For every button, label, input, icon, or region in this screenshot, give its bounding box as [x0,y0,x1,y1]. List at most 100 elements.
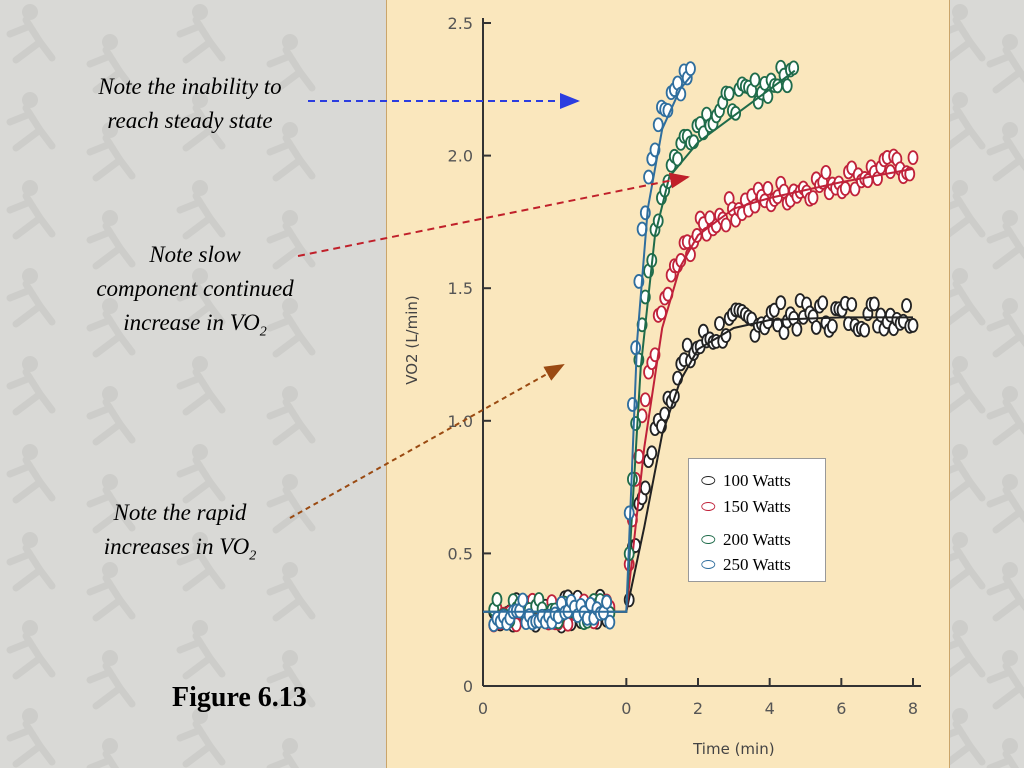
legend-label-100: 100 Watts [723,471,791,490]
data-point [646,445,658,461]
athlete-silhouette-icon [176,444,226,504]
data-point [849,181,861,197]
legend-marker-icon: ⬭ [701,530,716,549]
athlete-silhouette-icon [986,738,1020,768]
athlete-silhouette-icon [6,532,56,592]
athlete-silhouette-icon [86,386,136,446]
athlete-silhouette-icon [266,386,316,446]
y-tick-label: 0 [463,677,473,696]
chart-panel: 0 0.5 1.0 1.5 2.0 2.5 0 0 2 4 6 8 Time (min) VO2 (L/m… [386,0,950,768]
athlete-silhouette-icon [936,708,986,768]
data-point [601,594,613,610]
x-tick-label: 0 [478,699,488,718]
athlete-silhouette-icon [176,92,226,152]
legend-item-250: ⬭ 250 Watts [701,555,791,577]
note-steady-line-2: reach steady state [107,108,273,133]
series-w250 [483,61,696,633]
data-point [810,320,822,335]
note-rapid-line-1: Note the rapid [113,500,247,525]
athlete-silhouette-icon [266,122,316,182]
data-point [685,61,696,77]
athlete-silhouette-icon [176,620,226,680]
data-point [901,298,912,313]
data-point [517,592,529,608]
data-point [846,297,858,312]
data-point [639,392,651,408]
data-point [630,416,642,431]
athlete-silhouette-icon [6,268,56,328]
legend-marker-icon: ⬭ [701,471,716,490]
legend-label-200: 200 Watts [723,530,791,549]
data-point [714,316,725,331]
legend-marker-icon: ⬭ [701,555,716,574]
data-point [652,117,664,133]
data-point [681,337,693,353]
athlete-silhouette-icon [6,92,56,152]
athlete-silhouette-icon [6,180,56,240]
athlete-silhouette-icon [86,650,136,710]
x-axis-label: Time (min) [692,740,774,758]
legend-label-250: 250 Watts [723,555,791,574]
note-slow-component: Note slow component continued increase i… [60,238,330,350]
athlete-silhouette-icon [176,268,226,328]
athlete-silhouette-icon [266,34,316,94]
data-point [720,217,732,233]
athlete-silhouette-icon [86,210,136,270]
athlete-silhouette-icon [6,620,56,680]
athlete-silhouette-icon [176,356,226,416]
data-point [749,72,761,88]
athlete-silhouette-icon [6,4,56,64]
y-axis-label: VO2 (L/min) [403,295,421,385]
athlete-silhouette-icon [176,532,226,592]
y-tick-label: 2.5 [448,14,473,33]
data-point [839,181,851,196]
legend-item-200: ⬭ 200 Watts [701,530,791,552]
data-point [775,295,787,311]
data-point [762,180,774,196]
athlete-silhouette-icon [86,738,120,768]
athlete-silhouette-icon [986,474,1024,534]
note-slow-line-2: component continued [96,276,294,301]
note-slow-subscript: 2 [259,324,267,340]
legend-label-150: 150 Watts [723,497,791,516]
note-steady-line-1: Note the inability to [98,74,282,99]
athlete-silhouette-icon [986,298,1024,358]
x-tick-label: 4 [765,699,775,718]
legend-marker-icon: ⬭ [701,497,716,516]
note-rapid-subscript: 2 [249,548,257,564]
data-point [907,318,919,333]
x-tick-label: 0 [621,699,631,718]
data-point [907,150,919,166]
x-tick-label: 2 [693,699,703,718]
data-point [868,296,880,312]
athlete-silhouette-icon [86,474,136,534]
data-point [723,86,735,101]
athlete-silhouette-icon [936,532,986,592]
athlete-silhouette-icon [176,4,226,64]
data-point [820,165,832,180]
data-point [817,295,829,311]
fit-line [483,167,914,613]
athlete-silhouette-icon [266,650,316,710]
athlete-silhouette-icon [86,122,136,182]
y-tick-label: 1.0 [448,412,473,431]
athlete-silhouette-icon [266,562,316,622]
legend-item-150: ⬭ 150 Watts [701,497,791,519]
data-point [630,340,642,356]
y-tick-label: 2.0 [448,147,473,166]
athlete-silhouette-icon [176,180,226,240]
data-point [791,321,803,337]
data-point [604,614,616,630]
fit-line [483,316,913,613]
note-steady-state: Note the inability to reach steady state [60,70,320,138]
y-tick-label: 0.5 [448,544,473,563]
note-rapid-line-2: increases in VO [103,534,250,559]
athlete-silhouette-icon [86,34,136,94]
data-point [859,322,871,338]
legend-item-100: ⬭ 100 Watts [701,471,791,493]
athlete-silhouette-icon [986,386,1024,446]
athlete-silhouette-icon [266,738,300,768]
athlete-silhouette-icon [86,298,136,358]
